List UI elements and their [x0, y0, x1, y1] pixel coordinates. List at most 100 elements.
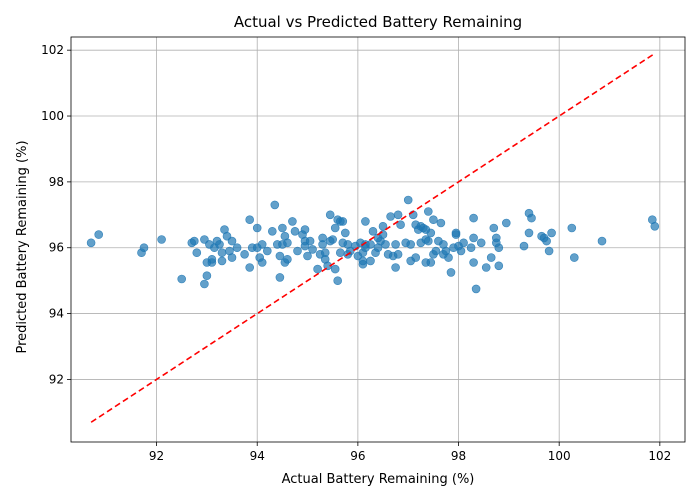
data-point: [491, 233, 501, 243]
data-point: [469, 233, 478, 243]
y-axis-ticks: 92 94 96 98 100 102: [41, 43, 71, 386]
data-point: [361, 217, 370, 226]
data-point: [333, 276, 343, 286]
data-point: [257, 258, 267, 267]
data-point: [303, 251, 312, 261]
data-point: [391, 240, 400, 249]
data-point: [466, 243, 476, 252]
data-point: [494, 261, 504, 271]
x-tick-label: 98: [451, 449, 466, 463]
data-point: [240, 250, 249, 259]
data-point: [290, 227, 300, 236]
y-tick-label: 96: [49, 241, 64, 255]
data-point: [328, 235, 338, 244]
data-point: [436, 218, 446, 228]
data-point: [368, 227, 378, 236]
x-tick-label: 96: [350, 449, 365, 463]
data-point: [471, 284, 481, 294]
data-point: [456, 246, 466, 256]
data-point: [245, 215, 254, 224]
data-point: [547, 228, 556, 238]
data-point: [476, 238, 486, 248]
data-point: [393, 250, 403, 259]
data-point: [275, 273, 285, 282]
y-tick-label: 94: [49, 307, 64, 321]
data-point: [366, 240, 375, 249]
data-point: [469, 213, 478, 223]
data-point: [330, 223, 340, 233]
data-point: [358, 256, 368, 266]
data-point: [305, 236, 315, 246]
data-point: [308, 245, 317, 254]
data-point: [270, 200, 280, 210]
data-point: [313, 264, 322, 274]
x-tick-label: 92: [149, 449, 164, 463]
data-point: [446, 268, 456, 277]
data-point: [227, 253, 237, 262]
data-point: [340, 228, 350, 238]
data-point: [386, 212, 395, 221]
data-point: [489, 223, 499, 233]
data-point: [283, 238, 292, 248]
data-point: [217, 256, 227, 266]
data-point: [278, 223, 287, 233]
data-point: [338, 217, 348, 226]
data-point: [393, 210, 403, 220]
data-point: [215, 240, 224, 249]
data-point: [567, 223, 577, 233]
data-point: [494, 243, 504, 252]
data-point: [542, 236, 551, 246]
data-point: [481, 263, 491, 272]
data-point: [378, 230, 388, 239]
data-point: [650, 222, 660, 231]
data-point: [459, 238, 468, 248]
data-point: [245, 263, 254, 272]
y-tick-label: 98: [49, 175, 64, 189]
data-point: [406, 240, 416, 249]
data-point: [501, 218, 511, 228]
reference-line-group: [90, 52, 656, 423]
plot-frame: [70, 36, 686, 443]
data-point: [257, 240, 267, 249]
y-tick-label: 102: [41, 43, 64, 57]
data-point: [366, 256, 375, 266]
data-point: [207, 254, 217, 264]
x-axis-ticks: 92 94 96 98 100 102: [149, 442, 671, 463]
y-tick-label: 100: [41, 109, 64, 123]
data-point: [202, 271, 212, 281]
data-point: [469, 258, 478, 267]
x-axis-label: Actual Battery Remaining (%): [282, 472, 475, 487]
data-point: [288, 217, 297, 226]
data-point: [444, 253, 453, 262]
data-point: [524, 228, 534, 238]
chart-title: Actual vs Predicted Battery Remaining: [234, 13, 522, 31]
data-point: [381, 240, 390, 249]
data-point: [190, 236, 199, 246]
data-point: [403, 195, 413, 205]
data-point: [544, 246, 554, 256]
data-point: [431, 246, 441, 256]
x-tick-label: 102: [648, 449, 671, 463]
data-point: [391, 263, 400, 272]
data-point: [192, 248, 202, 257]
data-point: [411, 253, 421, 262]
y-tick-label: 92: [49, 372, 64, 386]
data-point: [283, 254, 292, 264]
data-point: [157, 235, 166, 244]
data-point: [330, 264, 340, 274]
data-point: [378, 222, 388, 231]
data-point: [94, 230, 103, 239]
data-point: [426, 258, 436, 267]
x-tick-label: 94: [250, 449, 265, 463]
data-point: [217, 248, 227, 257]
y-axis-label: Predicted Battery Remaining (%): [15, 140, 30, 353]
data-point: [293, 246, 302, 256]
data-point: [300, 225, 310, 234]
data-point: [267, 227, 277, 236]
data-point: [597, 236, 607, 246]
data-point: [318, 233, 327, 243]
data-point: [320, 248, 330, 257]
data-point: [275, 251, 285, 261]
data-point: [396, 220, 405, 229]
